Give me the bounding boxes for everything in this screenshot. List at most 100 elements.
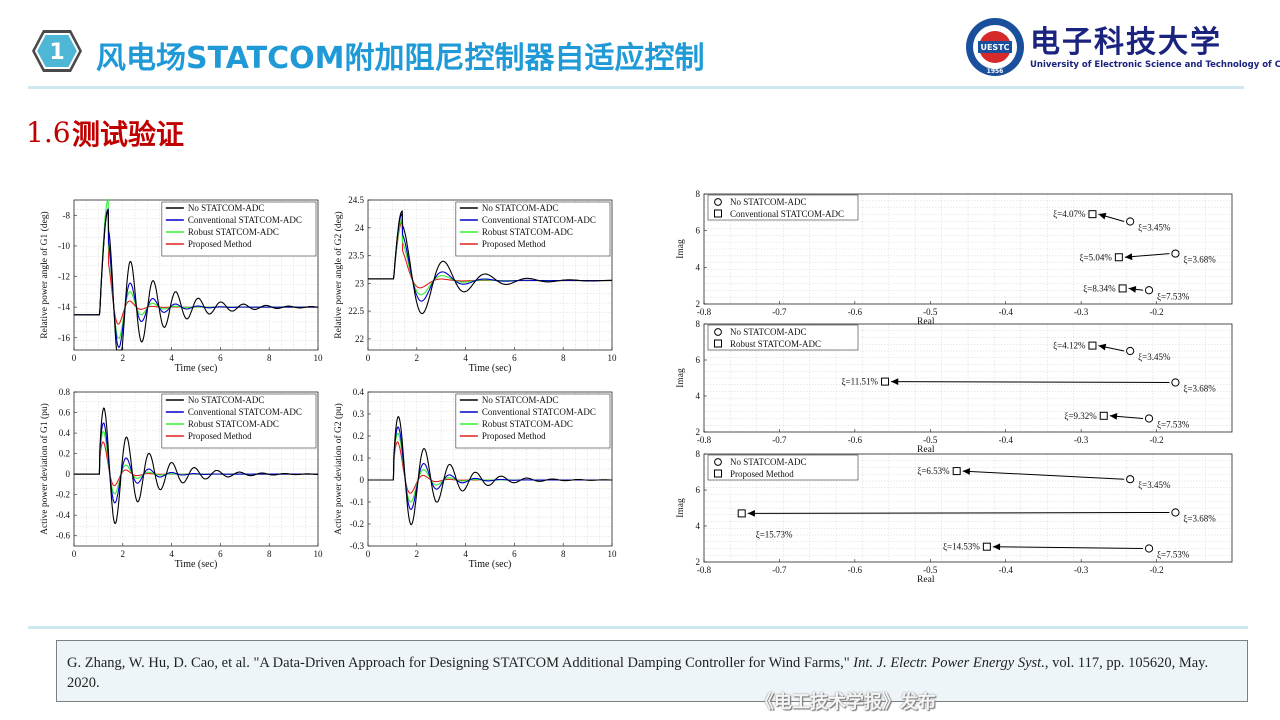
plot-frame <box>73 199 319 351</box>
legend-label: Conventional STATCOM-ADC <box>188 407 302 417</box>
legend-box <box>707 454 859 481</box>
eigen-point-square <box>1088 210 1097 219</box>
y-tick-label: -0.4 <box>56 510 71 520</box>
y-tick-label: 22.5 <box>348 306 364 316</box>
damping-label: ξ=8.34% <box>1083 283 1116 293</box>
y-tick-label: 0.2 <box>59 449 70 459</box>
x-tick-label: -0.8 <box>697 435 712 445</box>
x-tick-label: 6 <box>218 549 223 559</box>
y-tick-label: 24.5 <box>348 195 364 205</box>
x-tick-label: 2 <box>121 353 126 363</box>
shift-arrow <box>992 546 1144 549</box>
x-tick-label: -0.2 <box>1149 435 1163 445</box>
damping-label: ξ=3.45% <box>1138 480 1171 490</box>
y-tick-label: 2 <box>696 299 701 309</box>
x-tick-label: 2 <box>121 549 126 559</box>
shift-arrow <box>1124 253 1170 258</box>
x-tick-label: -0.3 <box>1074 307 1089 317</box>
legend-label: Robust STATCOM-ADC <box>188 419 279 429</box>
header-divider <box>28 86 1244 89</box>
x-tick-label: -0.6 <box>848 435 863 445</box>
logo-year: 1956 <box>987 68 1004 75</box>
series-line <box>368 415 613 526</box>
reference-text: G. Zhang, W. Hu, D. Cao, et al. "A Data-… <box>67 655 854 671</box>
x-axis-label: Real <box>917 575 935 585</box>
legend-label: No STATCOM-ADC <box>730 327 807 337</box>
x-tick-label: -0.2 <box>1149 565 1163 575</box>
damping-label: ξ=7.53% <box>1157 550 1190 560</box>
eigen-point-square <box>1114 253 1123 262</box>
legend-label: Robust STATCOM-ADC <box>730 339 821 349</box>
x-tick-label: 8 <box>561 549 566 559</box>
y-tick-label: 8 <box>696 319 701 329</box>
eigen-point-square <box>1099 411 1108 420</box>
arrow-head <box>1124 253 1133 261</box>
series-line <box>368 210 612 315</box>
eigen-chart-robust: -0.8 -0.7 -0.6 -0.5 -0.4 -0.3 -0.2 2 4 6 8 Real Imag… <box>676 319 1233 455</box>
reference-box: G. Zhang, W. Hu, D. Cao, et al. "A Data-… <box>56 640 1248 702</box>
legend-marker <box>714 209 722 218</box>
reference-journal: Int. J. Electr. Power Energy Syst. <box>853 655 1045 671</box>
x-tick-label: -0.5 <box>923 565 938 575</box>
plot-frame <box>367 391 613 547</box>
y-tick-label: 23.5 <box>348 251 364 261</box>
arrow-head <box>1098 212 1107 220</box>
y-tick-label: -0.2 <box>350 519 364 529</box>
damping-label: ξ=5.04% <box>1080 252 1113 262</box>
legend-label: Proposed Method <box>188 431 252 441</box>
x-tick-label: -0.6 <box>848 307 863 317</box>
y-tick-label: 8 <box>696 189 701 199</box>
legend-label: Robust STATCOM-ADC <box>482 419 573 429</box>
eigen-point-circle <box>1144 544 1154 553</box>
x-tick-label: -0.4 <box>999 307 1014 317</box>
university-name-cn: 电子科技大学 <box>1030 25 1222 60</box>
x-tick-label: -0.4 <box>999 565 1014 575</box>
y-tick-label: 2 <box>696 427 701 437</box>
legend-label: Proposed Method <box>482 239 546 249</box>
legend-label: Conventional STATCOM-ADC <box>730 209 844 219</box>
y-tick-label: 22 <box>355 334 364 344</box>
page-title: 风电场STATCOM附加阻尼控制器自适应控制 <box>96 41 705 76</box>
x-tick-label: 4 <box>463 549 468 559</box>
y-tick-label: 0.1 <box>353 453 364 463</box>
legend-box <box>161 393 317 449</box>
y-tick-label: -12 <box>58 272 70 282</box>
y-tick-label: 0.4 <box>59 428 71 438</box>
chart-g1-active-power: 0 2 4 6 8 10 -0.6 -0.4 -0.2 0 0.2 0.4 0.6 0.8 Time (se… <box>39 387 323 570</box>
x-tick-label: 8 <box>561 353 566 363</box>
legend-label: Robust STATCOM-ADC <box>188 227 279 237</box>
y-tick-label: 4 <box>696 391 701 401</box>
x-tick-label: 6 <box>512 549 517 559</box>
x-tick-label: 10 <box>314 353 324 363</box>
arrow-head <box>962 468 971 475</box>
x-tick-label: -0.6 <box>848 565 863 575</box>
series-line <box>74 407 318 525</box>
eigen-chart-conventional: -0.8 -0.7 -0.6 -0.5 -0.4 -0.3 -0.2 2 4 6 8 Real Imag… <box>676 189 1233 327</box>
damping-label: ξ=14.53% <box>943 542 980 552</box>
legend-label: No STATCOM-ADC <box>482 395 559 405</box>
logo-badge-text: UESTC <box>980 43 1009 52</box>
legend-box <box>707 324 859 351</box>
damping-label: ξ=15.73% <box>756 529 793 539</box>
legend-label: Conventional STATCOM-ADC <box>482 215 596 225</box>
x-tick-label: -0.5 <box>923 435 938 445</box>
arrow-head <box>992 543 1001 551</box>
y-tick-label: -0.2 <box>56 490 70 500</box>
y-axis-label: Relative power angle of G1 (deg) <box>39 211 50 338</box>
eigen-point-square <box>881 377 890 386</box>
y-tick-label: 8 <box>696 449 701 459</box>
legend-label: Robust STATCOM-ADC <box>482 227 573 237</box>
shift-arrow <box>747 512 1170 514</box>
eigen-point-circle <box>1126 346 1135 356</box>
x-tick-label: 2 <box>415 353 420 363</box>
x-tick-label: -0.8 <box>697 307 712 317</box>
x-axis-label: Real <box>917 317 935 327</box>
university-name-en: University of Electronic Science and Tec… <box>1030 60 1280 70</box>
legend-label: Proposed Method <box>188 239 252 249</box>
eigen-point-circle <box>1126 217 1135 226</box>
legend-marker <box>714 458 722 466</box>
legend-marker <box>714 339 722 348</box>
publisher-watermark: 《电工技术学报》发布 <box>756 692 936 713</box>
grid-lines <box>704 194 1232 304</box>
